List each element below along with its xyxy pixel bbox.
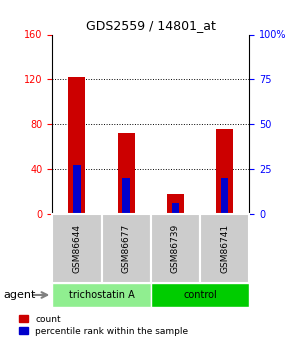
Bar [216, 129, 233, 214]
Bar [68, 77, 86, 214]
Text: GSM86739: GSM86739 [171, 224, 180, 273]
Legend: count, percentile rank within the sample: count, percentile rank within the sample [19, 315, 188, 336]
Bar [122, 178, 130, 214]
Text: agent: agent [3, 290, 35, 300]
FancyBboxPatch shape [52, 283, 151, 307]
Text: GSM86741: GSM86741 [220, 224, 229, 273]
Bar [117, 133, 135, 214]
FancyBboxPatch shape [102, 214, 151, 283]
Bar [172, 203, 179, 214]
Text: control: control [183, 290, 217, 300]
Bar [221, 178, 229, 214]
Text: GSM86644: GSM86644 [72, 224, 81, 273]
Title: GDS2559 / 14801_at: GDS2559 / 14801_at [86, 19, 216, 32]
FancyBboxPatch shape [151, 214, 200, 283]
Bar [73, 165, 81, 214]
FancyBboxPatch shape [151, 283, 249, 307]
Text: trichostatin A: trichostatin A [69, 290, 134, 300]
Bar [167, 194, 184, 214]
FancyBboxPatch shape [52, 214, 102, 283]
Text: GSM86677: GSM86677 [122, 224, 131, 273]
FancyBboxPatch shape [200, 214, 249, 283]
